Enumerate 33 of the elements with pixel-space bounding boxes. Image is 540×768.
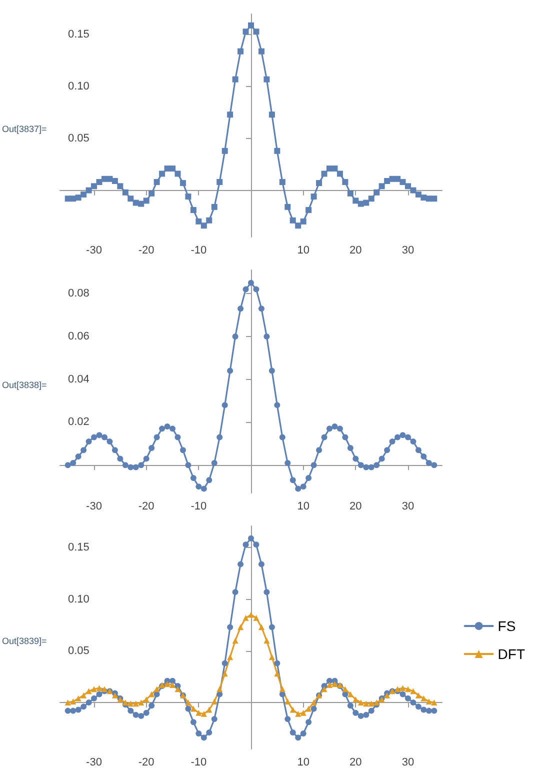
y-tick-label: 0.04 [68, 373, 90, 386]
x-tick-label: -20 [138, 756, 154, 768]
x-tick-label: 10 [297, 500, 310, 512]
y-tick-label: 0.10 [68, 593, 90, 606]
x-tick-label: 30 [402, 244, 414, 256]
x-tick-label: -30 [86, 244, 102, 256]
text: Out[3839]= [2, 636, 47, 646]
y-tick-label: 0.10 [68, 80, 90, 93]
x-tick-label: -10 [190, 500, 207, 512]
y-tick-label: 0.05 [68, 644, 90, 657]
x-tick-label: 20 [350, 756, 362, 768]
x-tick-label: 20 [350, 244, 362, 256]
y-tick-label: 0.06 [68, 330, 90, 342]
y-tick-label: 0.08 [68, 288, 90, 300]
x-tick-label: -20 [138, 500, 154, 512]
x-tick-label: 10 [297, 756, 310, 768]
x-tick-label: -10 [190, 756, 207, 768]
x-tick-label: -30 [86, 756, 102, 768]
x-tick-label: 20 [350, 500, 362, 512]
x-tick-label: 30 [402, 756, 414, 768]
x-tick-label: -20 [138, 244, 154, 256]
y-tick-label: 0.05 [68, 132, 90, 144]
legend-label: FS [498, 618, 516, 634]
text: Out[3837]= [2, 124, 47, 134]
x-tick-label: -30 [86, 500, 102, 512]
x-tick-label: 30 [402, 500, 414, 512]
y-tick-label: 0.15 [68, 28, 90, 41]
legend-label: DFT [498, 646, 526, 662]
x-tick-label: -10 [190, 244, 207, 256]
x-tick-label: 10 [297, 244, 310, 256]
text: Out[3838]= [2, 380, 47, 390]
y-tick-label: 0.02 [68, 416, 90, 428]
y-tick-label: 0.15 [68, 542, 90, 554]
